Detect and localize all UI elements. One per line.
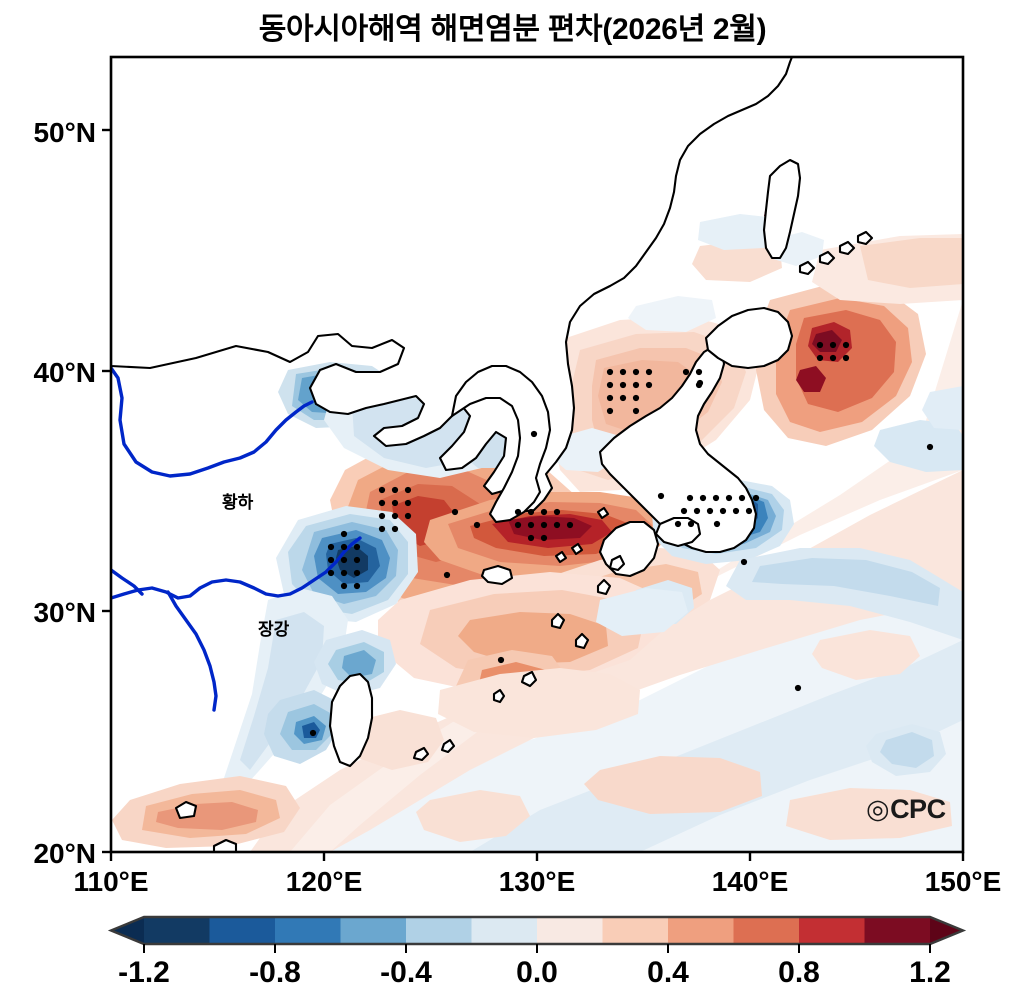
coast-island	[596, 506, 610, 520]
colorbar-band	[668, 917, 735, 944]
coast-island	[554, 550, 568, 564]
coast-sakhalin	[762, 158, 802, 260]
colorbar-outline	[107, 915, 967, 946]
colorbar-extend-high	[930, 917, 963, 944]
field-warm	[786, 788, 952, 840]
coast-ryukyu	[412, 746, 430, 762]
river-changjiang-tributary	[166, 590, 218, 712]
ocpc-logo-text: CPC	[890, 794, 946, 824]
field-warm	[438, 668, 640, 738]
coast-kuril	[838, 240, 856, 256]
y-tick-label-40n: 40°N	[33, 357, 96, 388]
colorbar-tick-label: -0.4	[380, 956, 432, 989]
colorbar-ticks	[143, 944, 931, 953]
coast-kuril	[798, 260, 816, 276]
coast-kuril	[818, 250, 836, 266]
y-tick-label-50n: 50°N	[33, 117, 96, 148]
field-cold	[698, 214, 784, 250]
colorbar-extend-low	[111, 917, 144, 944]
field-cold	[628, 296, 716, 332]
rivers	[111, 366, 362, 712]
coast-ryukyu	[520, 670, 538, 688]
field-warm	[458, 612, 608, 664]
colorbar-band	[209, 917, 276, 944]
colorbar-tick-label: 1.2	[909, 956, 951, 989]
x-tick-label-120e: 120°E	[285, 866, 363, 897]
colorbar-tick-label: -1.2	[118, 956, 170, 989]
field-cold	[342, 650, 376, 678]
coast-ryukyu	[608, 554, 626, 572]
significance-stippling	[309, 341, 934, 737]
ocpc-ring-icon: ◎	[866, 794, 890, 824]
colorbar-band	[471, 917, 538, 944]
colorbar-band	[406, 917, 473, 944]
field-warm	[584, 756, 762, 814]
field-cold	[752, 558, 940, 606]
field-cold	[880, 732, 934, 768]
x-tick-label-110e: 110°E	[73, 866, 149, 897]
x-tick-label-150e: 150°E	[924, 866, 1002, 897]
river-label-huanghe: 황하	[222, 493, 254, 512]
map-plot	[102, 55, 965, 861]
colorbar-band	[733, 917, 800, 944]
axis-ticks	[102, 128, 965, 861]
colorbar-band	[340, 917, 407, 944]
coast-ryukyu	[574, 632, 590, 650]
colorbar-band	[799, 917, 866, 944]
page-title: 동아시아해역 해면염분 편차(2026년 2월)	[258, 13, 767, 46]
field-cold	[874, 420, 963, 472]
coast-ryukyu	[550, 612, 566, 630]
coast-ryukyu	[440, 738, 456, 754]
coast-jeju	[480, 564, 514, 586]
river-changjiang	[111, 536, 362, 600]
colorbar-band	[144, 917, 211, 944]
river-changjiang-fork	[111, 568, 144, 596]
coast-ryukyu	[492, 688, 506, 704]
x-tick-label-140e: 140°E	[711, 866, 789, 897]
y-tick-label-20n: 20°N	[33, 838, 96, 869]
field-warm	[812, 630, 920, 680]
ocpc-logo: ◎ CPC	[866, 794, 946, 825]
colorbar-band	[602, 917, 669, 944]
field-cold	[596, 588, 688, 636]
colorbar-band	[275, 917, 342, 944]
colorbar-tick-label: 0.4	[647, 956, 689, 989]
x-tick-label-130e: 130°E	[498, 866, 576, 897]
coast-island	[570, 542, 584, 556]
colorbar-tick-label: 0.0	[516, 956, 558, 989]
colorbar-tick-label: 0.8	[778, 956, 820, 989]
river-label-changjiang: 장강	[258, 620, 290, 639]
y-tick-label-30n: 30°N	[33, 597, 96, 628]
coast-island	[174, 800, 198, 820]
coast-taiwan	[328, 672, 374, 768]
field-warm	[416, 790, 530, 842]
field-cold	[240, 612, 324, 770]
field-band	[290, 300, 963, 852]
field-warm	[860, 238, 963, 288]
coast-kuril	[856, 230, 874, 246]
colorbar-band	[537, 917, 604, 944]
coast-hokkaido	[704, 306, 794, 370]
colorbar-tick-label: -0.8	[249, 956, 301, 989]
field-warm	[796, 366, 826, 392]
colorbar-band	[864, 917, 931, 944]
river-huanghe	[111, 366, 314, 478]
coast-ryukyu	[596, 578, 612, 596]
field-warm	[508, 516, 592, 540]
coast-korea	[450, 364, 552, 524]
field-cold	[922, 386, 963, 430]
field-warm	[692, 240, 782, 282]
coast-mainland-asia	[111, 57, 794, 514]
colorbar-bands	[111, 917, 963, 944]
